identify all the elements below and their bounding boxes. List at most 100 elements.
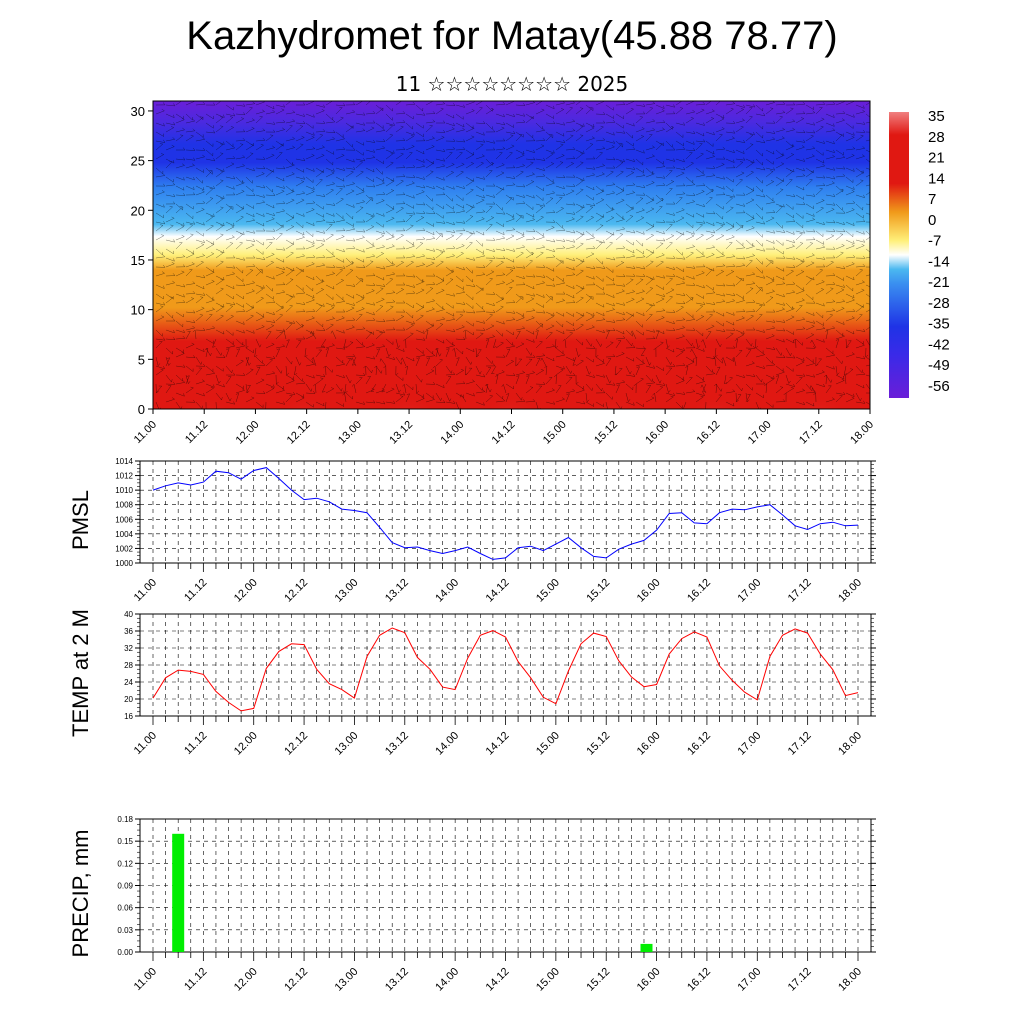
wind-barb [605, 113, 614, 119]
wind-barb-flag [790, 269, 794, 272]
wind-barb-flag [192, 128, 196, 131]
wind-barb [565, 163, 574, 169]
wind-barb [165, 347, 173, 355]
wind-barb-flag [243, 103, 246, 107]
wind-barb [405, 136, 414, 142]
wind-barb-flag [732, 101, 736, 104]
wind-barb [525, 298, 535, 304]
wind-barb-flag [381, 181, 385, 184]
wind-barb-flag [650, 260, 654, 262]
wind-barb [685, 266, 695, 269]
wind-barb-flag [513, 113, 515, 117]
wind-barb [755, 266, 763, 274]
wind-barb-flag [181, 163, 185, 166]
wind-barb [595, 139, 605, 142]
wind-barb [185, 165, 195, 169]
wind-barb-flag [531, 316, 535, 319]
wind-barb-flag [773, 130, 776, 134]
wind-barb-flag [522, 282, 526, 285]
wind-barb-flag [612, 307, 615, 310]
wind-barb-flag [563, 175, 566, 178]
wind-barb [205, 299, 215, 304]
wind-barb [855, 172, 864, 178]
wind-barb-flag [820, 206, 824, 209]
wind-barb [735, 247, 745, 250]
wind-barb-flag [361, 190, 365, 193]
wind-barb-flag [769, 260, 773, 262]
wind-barb-flag [213, 213, 215, 217]
wind-barb-flag [773, 167, 775, 171]
wind-barb-flag [432, 236, 436, 239]
wind-barb-flag [220, 99, 223, 100]
wind-barb-flag [183, 177, 185, 181]
wind-barb-flag [169, 206, 173, 208]
wind-barb-flag [653, 303, 655, 306]
wind-barb-flag [663, 275, 665, 279]
wind-barb [435, 185, 445, 191]
wind-barb-flag [613, 132, 615, 136]
wind-barb-flag [301, 180, 304, 182]
wind-barb [515, 165, 525, 169]
wind-barb-flag [846, 345, 849, 349]
wind-barb-flag [541, 144, 545, 147]
wind-barb [545, 332, 553, 340]
wind-barb [675, 266, 684, 272]
wind-barb-flag [402, 165, 406, 168]
wind-barb [835, 329, 843, 337]
wind-barb-flag [333, 264, 336, 268]
wind-barb [415, 289, 425, 295]
wind-barb-flag [552, 190, 555, 194]
wind-barb [785, 302, 793, 310]
wind-barb-flag [241, 181, 245, 184]
wind-barb-flag [161, 315, 165, 318]
wind-barb-flag [312, 146, 316, 149]
wind-barb [635, 298, 645, 304]
wind-barb [805, 194, 815, 197]
wind-barb-flag [513, 124, 515, 128]
wind-barb-flag [773, 319, 776, 323]
wind-barb [495, 306, 504, 313]
wind-barb [295, 230, 305, 236]
wind-barb [332, 330, 337, 340]
wind-barb [205, 272, 215, 277]
wind-barb [645, 208, 655, 214]
wind-barb-flag [360, 170, 364, 173]
wind-barb-flag [253, 238, 256, 242]
wind-barb-flag [743, 139, 746, 143]
wind-barb-flag [343, 103, 346, 107]
wind-barb [425, 325, 435, 331]
wind-barb [465, 233, 473, 241]
y-tick-label: 10 [131, 303, 145, 318]
wind-barb-flag [771, 279, 775, 282]
wind-barb-flag [321, 153, 325, 156]
wind-barb [655, 166, 665, 169]
wind-barb [225, 163, 235, 169]
wind-barb-flag [433, 248, 435, 252]
wind-barb [675, 306, 684, 313]
wind-barb [765, 335, 775, 340]
wind-barb-flag [493, 291, 496, 295]
wind-barb-flag [241, 189, 245, 192]
wind-barb [855, 167, 864, 174]
wind-barb-flag [470, 162, 474, 164]
wind-barb-flag [381, 297, 385, 300]
wind-barb [445, 113, 455, 119]
wind-barb [315, 302, 325, 307]
wind-barb [405, 245, 415, 250]
wind-barb [695, 131, 705, 137]
wind-barb-flag [522, 244, 525, 248]
wind-barb [435, 290, 445, 295]
wind-barb [745, 288, 754, 295]
wind-barb [795, 212, 804, 219]
wind-barb-flag [851, 207, 855, 210]
wind-barb [325, 302, 335, 307]
wind-barb [855, 306, 864, 313]
wind-barb [715, 320, 724, 327]
wind-barb [631, 330, 637, 340]
wind-barb-flag [733, 322, 735, 326]
wind-barb [215, 117, 224, 124]
wind-barb-flag [733, 120, 736, 124]
wind-barb [285, 243, 294, 250]
wind-barb [505, 229, 515, 232]
wind-barb-flag [322, 218, 326, 221]
